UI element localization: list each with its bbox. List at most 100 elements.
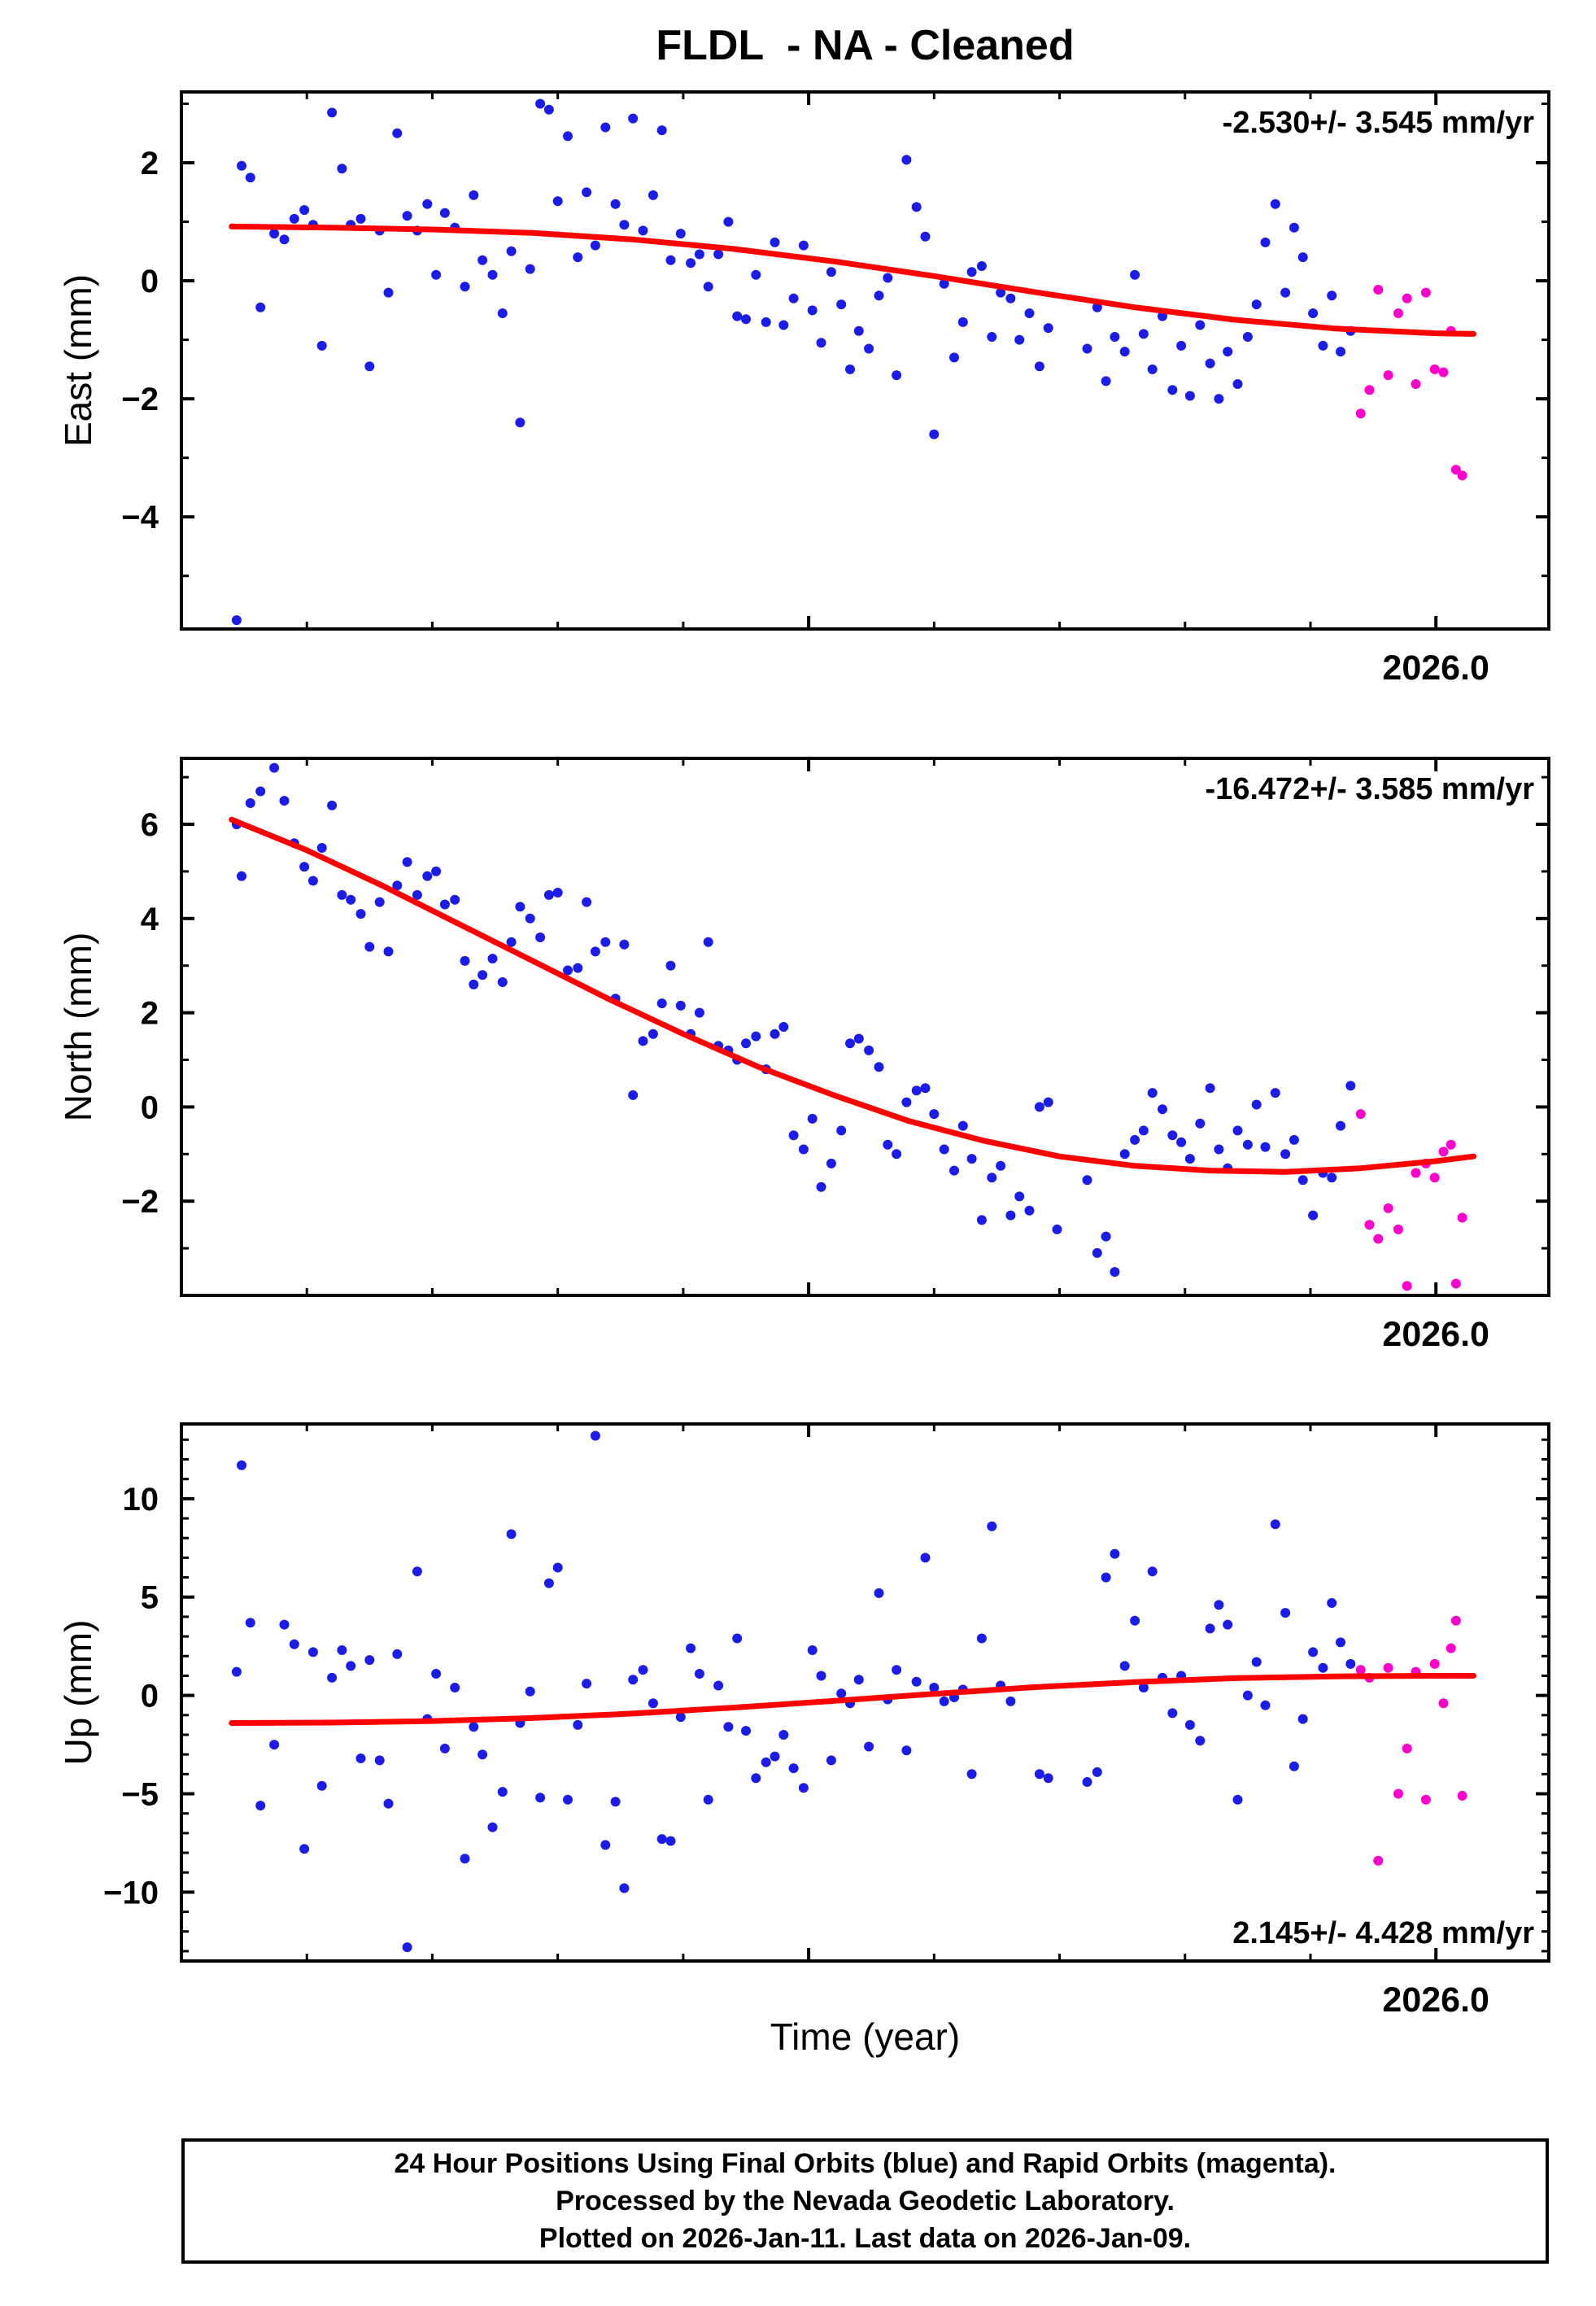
data-point [1383, 1662, 1393, 1673]
data-point [816, 338, 826, 348]
data-point [1167, 1708, 1178, 1719]
data-point [1184, 1719, 1195, 1730]
data-point [1195, 1736, 1206, 1746]
data-point [327, 107, 338, 118]
data-point [245, 1618, 255, 1628]
data-point [929, 1109, 940, 1120]
data-point [1420, 1794, 1431, 1805]
data-point [1411, 379, 1421, 389]
data-point [535, 1793, 546, 1803]
data-point [383, 287, 394, 298]
data-point [1195, 320, 1206, 330]
data-point [515, 902, 525, 912]
data-point [1446, 1139, 1456, 1150]
data-point [892, 1149, 902, 1160]
data-point [694, 1669, 704, 1679]
data-point [307, 876, 318, 886]
data-point [1308, 1210, 1319, 1221]
rapid-orbit-points [1355, 285, 1467, 481]
data-point [412, 1566, 422, 1577]
data-point [987, 332, 997, 342]
page-title: FLDL - NA - Cleaned [656, 22, 1075, 69]
data-point [231, 1666, 242, 1677]
data-point [966, 1154, 977, 1164]
data-point [638, 1665, 648, 1675]
rate-annotation: -2.530+/- 3.545 mm/yr [1223, 106, 1535, 140]
data-point [269, 229, 280, 239]
y-tick-label: 0 [141, 1090, 159, 1125]
data-point [694, 249, 704, 260]
data-point [1082, 343, 1092, 354]
data-point [807, 1645, 818, 1655]
data-point [996, 1160, 1006, 1171]
data-point [826, 267, 836, 277]
data-point [1119, 1661, 1130, 1671]
data-point [1110, 332, 1120, 342]
data-point [279, 234, 290, 245]
data-point [957, 1120, 968, 1131]
data-point [1393, 1224, 1403, 1234]
data-point [1232, 1794, 1243, 1805]
data-point [573, 963, 583, 973]
data-point [788, 1130, 799, 1141]
data-point [656, 125, 667, 136]
data-point [231, 615, 242, 626]
data-point [610, 1797, 621, 1807]
data-point [497, 977, 508, 987]
data-point [469, 979, 479, 989]
data-point [412, 889, 422, 900]
data-point [1327, 1173, 1337, 1183]
data-point [355, 213, 366, 224]
data-point [1130, 269, 1140, 280]
data-point [845, 1038, 855, 1049]
data-point [1336, 1120, 1345, 1131]
data-point [582, 1679, 592, 1689]
data-point [939, 1144, 949, 1155]
data-point [966, 267, 977, 277]
data-point [374, 1755, 385, 1766]
data-point [1223, 347, 1233, 357]
east-axis-title-text: East (mm) [57, 273, 99, 448]
data-point [1024, 1205, 1035, 1216]
data-point [1393, 308, 1403, 318]
data-point [703, 937, 713, 947]
data-point [1270, 199, 1280, 209]
data-point [741, 314, 751, 325]
data-point [469, 190, 479, 200]
data-point [1251, 299, 1262, 310]
data-point [675, 1000, 686, 1011]
data-point [1195, 1118, 1206, 1129]
data-point [1242, 1139, 1253, 1150]
data-point [1251, 1657, 1262, 1667]
final-orbit-points [231, 98, 1356, 626]
data-point [1373, 1234, 1384, 1244]
data-point [383, 1798, 394, 1809]
data-point [1052, 1224, 1062, 1234]
trend-line [229, 816, 1476, 1175]
data-point [1082, 1777, 1092, 1787]
data-point [307, 1647, 318, 1657]
data-point [422, 199, 433, 209]
data-point [853, 325, 864, 336]
data-point [269, 1740, 280, 1750]
data-point [1438, 1146, 1449, 1157]
data-point [732, 1633, 743, 1644]
data-point [648, 190, 658, 200]
data-point [279, 1619, 290, 1630]
data-point [460, 282, 470, 292]
data-point [770, 237, 780, 247]
data-point [628, 1090, 639, 1100]
data-point [1242, 1690, 1253, 1701]
data-point [289, 213, 299, 224]
data-point [487, 269, 498, 280]
data-point [1184, 1154, 1195, 1164]
y-tick-label: −2 [121, 382, 159, 417]
data-point [439, 1743, 450, 1754]
data-point [892, 370, 902, 381]
y-tick-label: 2 [141, 146, 159, 181]
footer-box: 24 Hour Positions Using Final Orbits (bl… [181, 2138, 1549, 2264]
data-point [316, 1780, 327, 1791]
data-point [1280, 1608, 1291, 1618]
data-point [920, 1553, 931, 1563]
data-point [1457, 1212, 1467, 1223]
